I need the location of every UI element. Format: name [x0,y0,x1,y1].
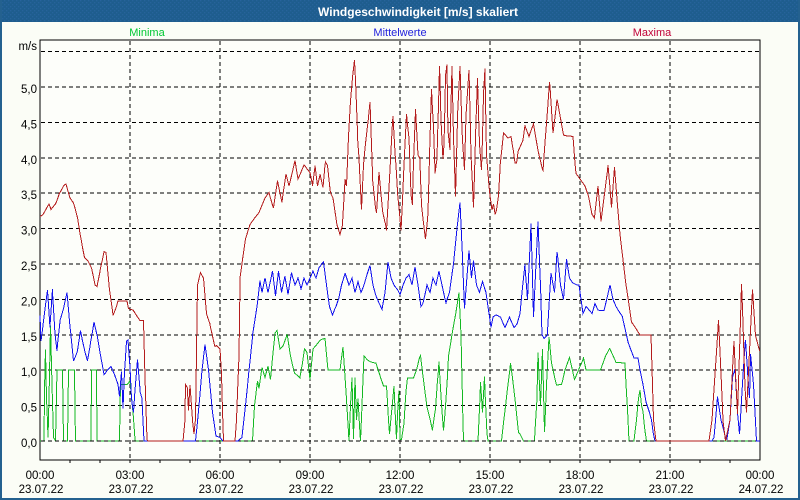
svg-text:23.07.22: 23.07.22 [649,484,694,496]
svg-text:24.07.22: 24.07.22 [739,484,784,496]
svg-text:00:00: 00:00 [26,470,55,482]
svg-text:Minima: Minima [129,27,165,39]
svg-text:23.07.22: 23.07.22 [109,484,154,496]
svg-text:5,0: 5,0 [21,84,37,96]
svg-text:23.07.22: 23.07.22 [559,484,604,496]
svg-text:Maxima: Maxima [633,27,672,39]
svg-text:4,0: 4,0 [21,155,37,167]
svg-text:3,0: 3,0 [21,226,37,238]
svg-text:4,5: 4,5 [21,119,37,131]
svg-text:09:00: 09:00 [296,470,325,482]
svg-text:Windgeschwindigkeit [m/s] skal: Windgeschwindigkeit [m/s] skaliert [318,5,518,19]
svg-text:23.07.22: 23.07.22 [469,484,514,496]
svg-text:06:00: 06:00 [206,470,235,482]
svg-text:m/s: m/s [18,41,37,53]
svg-text:23.07.22: 23.07.22 [289,484,334,496]
svg-text:3,5: 3,5 [21,190,37,202]
svg-text:15:00: 15:00 [476,470,505,482]
svg-text:23.07.22: 23.07.22 [379,484,424,496]
svg-text:Mittelwerte: Mittelwerte [373,27,426,39]
svg-text:23.07.22: 23.07.22 [199,484,244,496]
svg-text:18:00: 18:00 [566,470,595,482]
svg-text:1,0: 1,0 [21,367,37,379]
svg-text:03:00: 03:00 [116,470,145,482]
svg-text:0,5: 0,5 [21,403,37,415]
svg-text:2,5: 2,5 [21,261,37,273]
svg-text:12:00: 12:00 [386,470,415,482]
svg-text:00:00: 00:00 [746,470,775,482]
svg-text:0,0: 0,0 [21,438,37,450]
svg-text:21:00: 21:00 [656,470,685,482]
svg-text:1,5: 1,5 [21,332,37,344]
svg-text:23.07.22: 23.07.22 [19,484,64,496]
svg-text:2,0: 2,0 [21,296,37,308]
